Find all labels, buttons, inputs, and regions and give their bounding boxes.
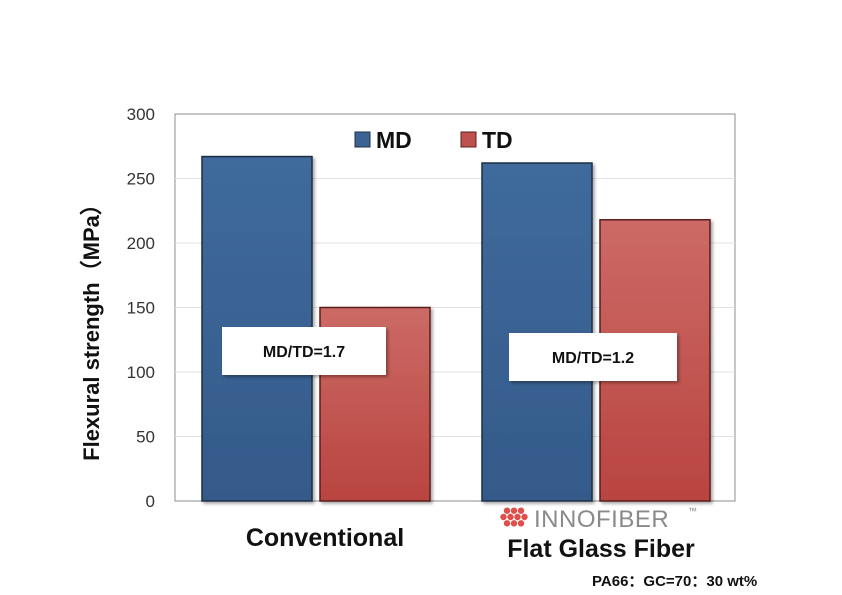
- logo-dot: [514, 513, 521, 521]
- innofiber-logo: INNOFIBER ™: [500, 506, 697, 533]
- bar-md-flat-glass-fiber: [481, 162, 593, 502]
- annotation-text: MD/TD=1.2: [552, 350, 634, 367]
- ratio-annotation-flat-glass: MD/TD=1.2: [509, 333, 677, 381]
- logo-dot: [503, 520, 511, 527]
- brand-label: INNOFIBER: [534, 506, 669, 533]
- logo-dot: [517, 507, 525, 514]
- composition-footnote: PA66：GC=70：30 wt%: [592, 573, 757, 590]
- annotation-box: [509, 333, 677, 381]
- logo-dot: [507, 513, 514, 521]
- logo-dot: [503, 507, 511, 514]
- legend-swatch-td: [460, 131, 477, 148]
- y-tick-label: 150: [127, 299, 155, 318]
- y-tick-label: 100: [127, 363, 155, 382]
- logo-dot: [510, 507, 518, 514]
- y-tick-label: 200: [127, 234, 155, 253]
- x-tick-label-conventional: Conventional: [246, 524, 404, 552]
- ratio-annotation-conventional: MD/TD=1.7: [222, 327, 386, 375]
- y-axis-ticks: 0 50 100 150 200 250 300: [127, 105, 155, 511]
- dot-cluster-icon: [500, 507, 528, 527]
- x-tick-label-flat-glass-fiber: Flat Glass Fiber: [507, 535, 695, 563]
- y-tick-label: 250: [127, 170, 155, 189]
- y-tick-label: 0: [146, 492, 155, 511]
- annotation-text: MD/TD=1.7: [263, 344, 345, 361]
- legend-label-md: MD: [376, 127, 412, 153]
- legend: MD TD: [354, 127, 513, 153]
- logo-dot: [521, 513, 528, 521]
- logo-dot: [510, 520, 518, 527]
- logo-dot: [517, 520, 525, 527]
- brand-trademark: ™: [688, 506, 697, 516]
- y-axis-label: Flexural strength（MPa）: [79, 193, 104, 461]
- y-tick-label: 300: [127, 105, 155, 124]
- legend-swatch-md: [354, 131, 371, 148]
- logo-dot: [500, 513, 507, 521]
- y-tick-label: 50: [136, 428, 155, 447]
- legend-label-td: TD: [482, 127, 513, 153]
- annotation-box: [222, 327, 386, 375]
